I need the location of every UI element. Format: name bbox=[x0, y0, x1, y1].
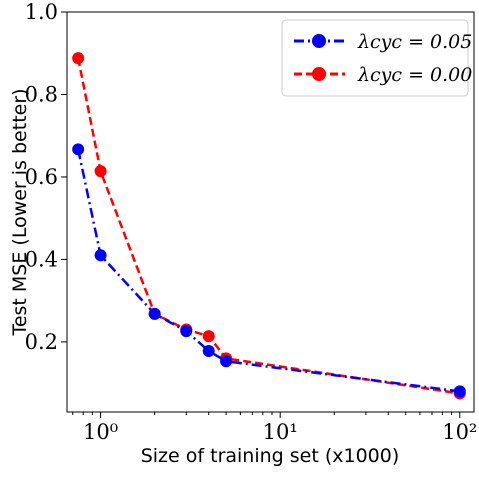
x-axis-label: Size of training set (x1000) bbox=[141, 445, 400, 467]
y-axis-ticks: 0.2 0.4 0.6 0.8 1.0 bbox=[25, 0, 67, 354]
legend-marker-series-1 bbox=[312, 34, 326, 48]
legend-label-series-1: λcyc = 0.05 bbox=[357, 31, 472, 53]
data-point bbox=[202, 344, 215, 357]
x-tick-label: 10¹ bbox=[263, 420, 298, 444]
legend-label-series-2: λcyc = 0.00 bbox=[357, 64, 472, 86]
data-point bbox=[453, 385, 466, 398]
data-point bbox=[220, 355, 233, 368]
x-axis-ticks: 10⁰ 10¹ 10² bbox=[72, 412, 477, 444]
data-point bbox=[94, 165, 107, 178]
data-point bbox=[148, 307, 161, 320]
series-1 bbox=[72, 143, 466, 398]
data-point bbox=[180, 325, 193, 338]
x-tick-label: 10² bbox=[442, 420, 477, 444]
data-point bbox=[72, 52, 85, 65]
x-tick-label: 10⁰ bbox=[83, 420, 118, 444]
y-tick-label: 0.4 bbox=[25, 247, 58, 271]
y-axis-label: Test MSE (Lower is better) bbox=[9, 88, 31, 336]
data-point bbox=[72, 143, 85, 156]
legend-marker-series-2 bbox=[312, 67, 326, 81]
y-tick-label: 0.8 bbox=[25, 82, 58, 106]
y-tick-label: 0.6 bbox=[25, 165, 58, 189]
data-point bbox=[202, 330, 215, 343]
series-layer bbox=[72, 52, 466, 400]
legend: λcyc = 0.05 λcyc = 0.00 bbox=[281, 19, 472, 97]
y-tick-label: 0.2 bbox=[25, 330, 58, 354]
y-tick-label: 1.0 bbox=[25, 0, 58, 24]
legend-box bbox=[281, 19, 469, 97]
data-point bbox=[94, 249, 107, 262]
